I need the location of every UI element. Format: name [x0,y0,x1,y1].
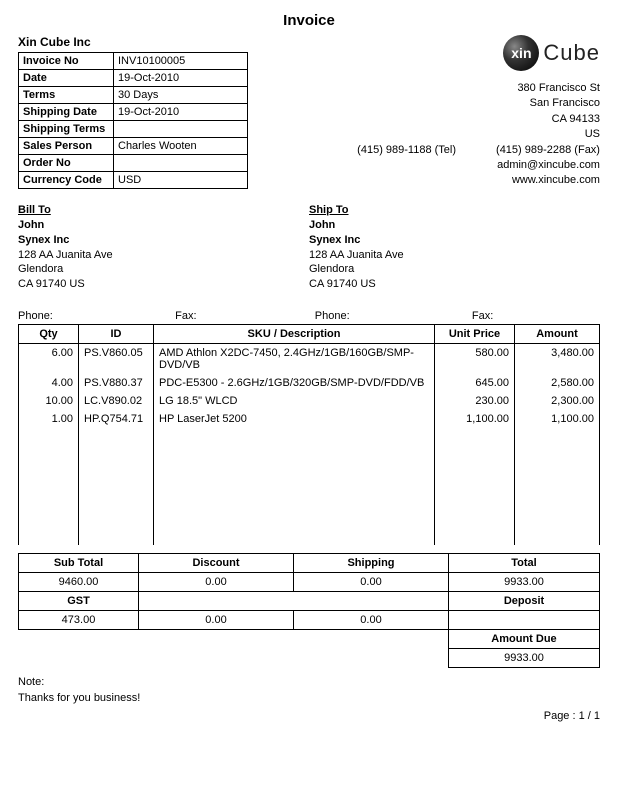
label-invoice-no: Invoice No [19,53,114,70]
vendor-tel: (415) 989-1188 (Tel) [357,143,456,158]
value-gst: 473.00 [19,611,139,630]
value-subtotal: 9460.00 [19,573,139,592]
ship-to-block: Ship To John Synex Inc 128 AA Juanita Av… [309,203,600,292]
vendor-addr-line: CA 94133 [338,112,600,127]
value-currency-code: USD [114,172,248,189]
cell-id: PS.V880.37 [79,374,154,392]
label-shipping-date: Shipping Date [19,104,114,121]
cell-desc: AMD Athlon X2DC-7450, 2.4GHz/1GB/160GB/S… [154,344,435,375]
page-number: Page : 1 / 1 [18,710,600,722]
value-gst-discount: 0.00 [139,611,294,630]
cell-qty: 4.00 [19,374,79,392]
cell-amount: 2,580.00 [515,374,600,392]
cell-id: HP.Q754.71 [79,410,154,545]
ship-to-line: CA 91740 US [309,277,600,292]
vendor-addr-line: 380 Francisco St [338,81,600,96]
cell-desc: PDC-E5300 - 2.6GHz/1GB/320GB/SMP-DVD/FDD… [154,374,435,392]
label-deposit: Deposit [449,592,600,611]
label-discount: Discount [139,554,294,573]
note-label: Note: [18,676,600,688]
line-items-table: Qty ID SKU / Description Unit Price Amou… [18,324,600,545]
cell-amount: 1,100.00 [515,410,600,545]
vendor-logo: xin Cube [338,35,600,71]
table-row: 1.00HP.Q754.71HP LaserJet 52001,100.001,… [19,410,600,545]
cell-qty: 10.00 [19,392,79,410]
vendor-name: Xin Cube Inc [18,35,338,49]
value-shipping-date: 19-Oct-2010 [114,104,248,121]
bill-fax-label: Fax: [175,310,315,322]
logo-text: Cube [543,40,600,66]
totals-table: Sub Total Discount Shipping Total 9460.0… [18,553,600,668]
cell-desc: HP LaserJet 5200 [154,410,435,545]
value-terms: 30 Days [114,87,248,104]
label-shipping-terms: Shipping Terms [19,121,114,138]
bill-to-line: 128 AA Juanita Ave [18,248,309,263]
cell-unit-price: 580.00 [435,344,515,375]
cell-unit-price: 230.00 [435,392,515,410]
value-amount-due: 9933.00 [449,649,600,668]
table-row: 6.00PS.V860.05AMD Athlon X2DC-7450, 2.4G… [19,344,600,375]
ship-phone-label: Phone: [315,310,472,322]
vendor-addr-line: US [338,127,600,142]
col-qty: Qty [19,325,79,344]
vendor-fax: (415) 989-2288 (Fax) [496,143,600,158]
bill-to-company: Synex Inc [18,233,309,248]
label-total: Total [449,554,600,573]
ship-to-line: 128 AA Juanita Ave [309,248,600,263]
vendor-addr-line: San Francisco [338,96,600,111]
bill-to-name: John [18,218,309,233]
label-date: Date [19,70,114,87]
cell-qty: 1.00 [19,410,79,545]
logo-icon: xin [503,35,539,71]
bill-to-line: Glendora [18,262,309,277]
bill-to-title: Bill To [18,203,309,218]
label-currency-code: Currency Code [19,172,114,189]
label-sales-person: Sales Person [19,138,114,155]
bill-phone-label: Phone: [18,310,175,322]
label-terms: Terms [19,87,114,104]
bill-to-line: CA 91740 US [18,277,309,292]
label-amount-due: Amount Due [449,630,600,649]
cell-id: PS.V860.05 [79,344,154,375]
cell-unit-price: 645.00 [435,374,515,392]
vendor-web: www.xincube.com [338,173,600,188]
table-row: 4.00PS.V880.37PDC-E5300 - 2.6GHz/1GB/320… [19,374,600,392]
value-sales-person: Charles Wooten [114,138,248,155]
col-desc: SKU / Description [154,325,435,344]
table-row: 10.00LC.V890.02LG 18.5" WLCD230.002,300.… [19,392,600,410]
ship-to-title: Ship To [309,203,600,218]
value-order-no [114,155,248,172]
col-id: ID [79,325,154,344]
value-date: 19-Oct-2010 [114,70,248,87]
col-unit-price: Unit Price [435,325,515,344]
cell-qty: 6.00 [19,344,79,375]
value-total: 9933.00 [449,573,600,592]
col-amount: Amount [515,325,600,344]
invoice-title: Invoice [18,12,600,29]
cell-amount: 3,480.00 [515,344,600,375]
value-invoice-no: INV10100005 [114,53,248,70]
cell-id: LC.V890.02 [79,392,154,410]
cell-unit-price: 1,100.00 [435,410,515,545]
label-subtotal: Sub Total [19,554,139,573]
label-gst: GST [19,592,139,611]
value-shipping-terms [114,121,248,138]
invoice-details-table: Invoice NoINV10100005 Date19-Oct-2010 Te… [18,52,248,189]
note-text: Thanks for you business! [18,692,600,704]
cell-desc: LG 18.5" WLCD [154,392,435,410]
value-gst-shipping: 0.00 [294,611,449,630]
ship-to-company: Synex Inc [309,233,600,248]
label-order-no: Order No [19,155,114,172]
ship-to-line: Glendora [309,262,600,277]
value-shipping: 0.00 [294,573,449,592]
ship-fax-label: Fax: [472,310,600,322]
cell-amount: 2,300.00 [515,392,600,410]
bill-to-block: Bill To John Synex Inc 128 AA Juanita Av… [18,203,309,292]
ship-to-name: John [309,218,600,233]
value-deposit [449,611,600,630]
label-shipping: Shipping [294,554,449,573]
vendor-email: admin@xincube.com [338,158,600,173]
value-discount: 0.00 [139,573,294,592]
